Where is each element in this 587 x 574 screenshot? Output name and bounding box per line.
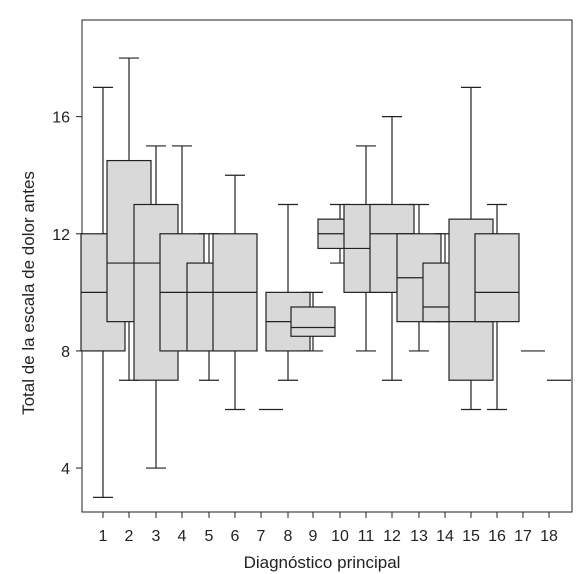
x-tick-label: 4 bbox=[178, 528, 187, 545]
x-tick-label: 15 bbox=[462, 528, 480, 545]
x-tick-label: 9 bbox=[309, 528, 318, 545]
y-tick-label: 12 bbox=[52, 227, 70, 244]
x-tick-label: 7 bbox=[257, 528, 266, 545]
x-tick-label: 8 bbox=[284, 528, 293, 545]
y-tick-label: 8 bbox=[61, 344, 70, 361]
x-tick-label: 10 bbox=[331, 528, 349, 545]
x-tick-label: 11 bbox=[358, 528, 375, 545]
x-tick-label: 14 bbox=[436, 528, 454, 545]
x-tick-label: 18 bbox=[540, 528, 558, 545]
x-tick-label: 2 bbox=[125, 528, 134, 545]
x-tick-label: 5 bbox=[205, 528, 214, 545]
x-tick-label: 6 bbox=[231, 528, 240, 545]
x-tick-label: 16 bbox=[488, 528, 506, 545]
x-tick-label: 12 bbox=[383, 528, 401, 545]
x-axis-title: Diagnóstico principal bbox=[244, 553, 401, 572]
y-axis-title: Total de la escala de dolor antes bbox=[19, 171, 38, 415]
box-iqr bbox=[474, 233, 520, 323]
box-iqr bbox=[290, 306, 336, 337]
x-tick-label: 17 bbox=[514, 528, 532, 545]
box-16 bbox=[474, 203, 520, 411]
y-tick-label: 4 bbox=[61, 461, 70, 478]
x-tick-label: 1 bbox=[99, 528, 108, 545]
box-6 bbox=[212, 174, 258, 411]
y-tick-label: 16 bbox=[52, 110, 70, 127]
x-tick-label: 3 bbox=[152, 528, 161, 545]
x-tick-label: 13 bbox=[410, 528, 428, 545]
box-9 bbox=[290, 291, 336, 352]
boxes-layer bbox=[80, 57, 571, 498]
y-axis: 4 8 12 16 bbox=[52, 110, 82, 478]
x-axis: 1 2 3 4 5 6 7 8 9 10 11 12 13 14 15 16 17 18 bbox=[99, 512, 558, 545]
